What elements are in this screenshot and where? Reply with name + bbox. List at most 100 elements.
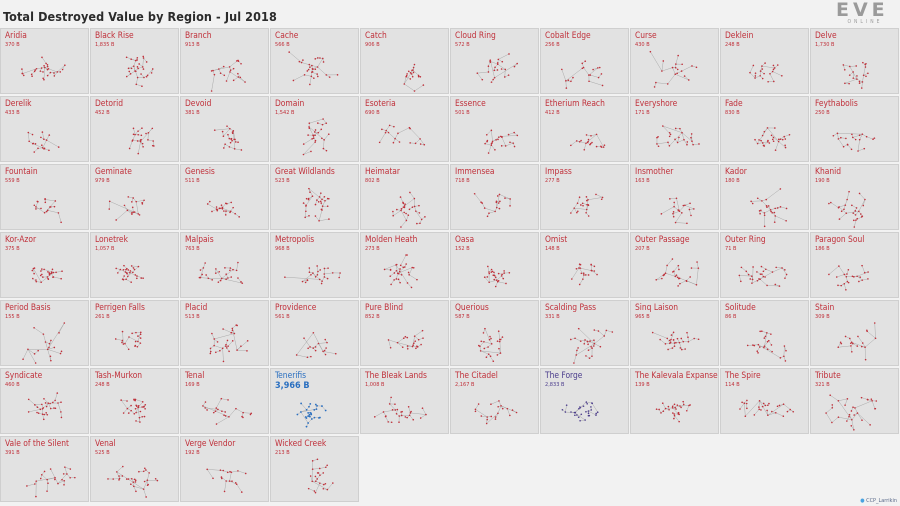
gate-link — [666, 258, 673, 266]
system-dot — [396, 341, 399, 344]
system-dot — [130, 265, 133, 267]
gate-link — [772, 267, 783, 273]
gate-link — [138, 66, 143, 69]
region-value: 114 B — [725, 382, 740, 388]
system-dot — [564, 411, 567, 413]
system-dot — [746, 407, 748, 410]
gate-link — [866, 136, 874, 140]
region-cell: Molden Heath 273 B — [360, 232, 449, 298]
system-dot — [576, 211, 578, 214]
region-cell: Devoid 381 B — [180, 96, 269, 162]
system-dot — [384, 415, 387, 418]
system-dot — [312, 135, 315, 137]
system-dot — [587, 198, 589, 201]
region-value: 913 B — [185, 42, 200, 48]
system-dot — [850, 148, 853, 151]
system-dot — [28, 140, 30, 143]
system-dot — [138, 214, 141, 216]
system-dot — [774, 215, 777, 217]
system-dot — [311, 64, 313, 67]
system-dot — [49, 468, 52, 470]
system-dot — [828, 202, 830, 205]
system-dot — [422, 84, 425, 86]
gate-link — [224, 480, 227, 492]
system-dot — [600, 73, 603, 75]
system-dot — [408, 208, 411, 211]
system-dot — [148, 472, 150, 474]
system-dot — [314, 215, 317, 217]
system-dot — [749, 278, 752, 280]
system-dot — [132, 267, 135, 269]
region-name: Tribute — [815, 370, 841, 380]
system-dot — [305, 197, 308, 200]
system-dot — [587, 204, 590, 207]
gate-link — [497, 64, 506, 70]
system-dot — [695, 66, 698, 69]
region-name: Impass — [545, 166, 572, 176]
system-dot — [588, 74, 590, 76]
system-dot — [664, 343, 667, 345]
gate-link — [660, 339, 666, 344]
system-dot — [588, 80, 590, 83]
system-dot — [43, 147, 46, 150]
system-dot — [302, 202, 305, 204]
system-dot — [673, 417, 675, 420]
system-dot — [835, 276, 838, 278]
system-dot — [504, 145, 507, 147]
system-dot — [771, 138, 774, 141]
gate-link — [656, 142, 669, 145]
gate-link — [845, 199, 848, 206]
system-dot — [660, 412, 662, 414]
system-dot — [485, 422, 488, 425]
system-dot — [591, 402, 594, 405]
system-dot — [657, 145, 660, 148]
system-dot — [696, 261, 698, 263]
region-name: Essence — [455, 98, 486, 108]
system-dot — [847, 281, 850, 284]
system-dot — [250, 412, 253, 415]
region-name: Venal — [95, 438, 116, 448]
system-dot — [509, 414, 511, 417]
system-dot — [41, 56, 43, 59]
system-dot — [657, 136, 659, 138]
system-dot — [784, 146, 787, 149]
system-dot — [387, 131, 390, 134]
system-dot — [145, 496, 147, 498]
system-dot — [595, 414, 597, 416]
gate-link — [124, 205, 128, 211]
system-dot — [861, 133, 864, 135]
gate-link — [759, 400, 769, 416]
system-dot — [583, 342, 586, 345]
system-dot — [324, 482, 327, 485]
gate-link — [854, 400, 873, 409]
system-dot — [846, 198, 848, 201]
system-dot — [314, 276, 317, 278]
logo-wordmark: EVE — [836, 0, 889, 21]
system-dot — [752, 64, 755, 67]
system-dot — [45, 139, 48, 141]
system-dot — [33, 204, 36, 207]
system-dot — [118, 475, 120, 477]
gate-link — [412, 69, 419, 76]
gate-link — [859, 193, 866, 200]
gate-link — [211, 209, 217, 212]
system-dot — [591, 355, 593, 357]
system-dot — [317, 342, 320, 345]
gate-link — [128, 65, 134, 69]
system-dot — [761, 405, 764, 408]
system-dot — [134, 345, 136, 347]
system-dot — [761, 68, 764, 70]
region-value: 979 B — [95, 178, 110, 184]
system-dot — [760, 265, 763, 268]
gate-link — [486, 413, 499, 424]
region-map — [202, 397, 253, 425]
system-dot — [690, 136, 692, 139]
gate-link — [234, 148, 242, 151]
region-value: 501 B — [455, 110, 470, 116]
gate-link — [839, 213, 847, 220]
system-dot — [307, 347, 309, 350]
system-dot — [310, 355, 312, 358]
system-dot — [408, 414, 411, 417]
system-dot — [389, 346, 392, 349]
system-dot — [846, 273, 848, 275]
